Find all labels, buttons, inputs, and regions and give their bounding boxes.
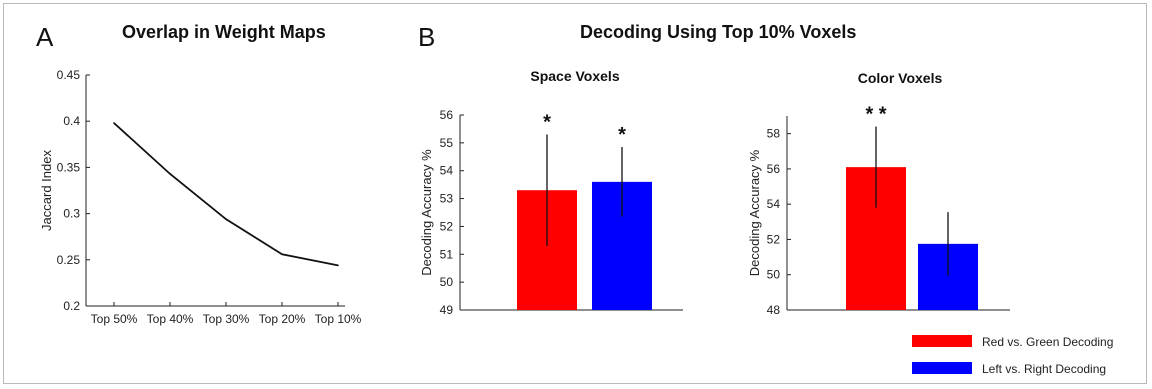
y-axis-label: Jaccard Index (39, 150, 54, 231)
y-tick-label: 48 (767, 303, 781, 317)
y-tick-label: 50 (440, 275, 454, 289)
y-tick-label: 58 (767, 127, 781, 141)
legend: Red vs. Green Decoding Left vs. Right Dec… (912, 335, 1113, 376)
significance-marker: * (618, 124, 626, 146)
y-axis-label: Decoding Accuracy % (747, 149, 762, 276)
panel-a-title: Overlap in Weight Maps (122, 22, 326, 42)
y-tick-label: 0.45 (57, 68, 81, 82)
chart-title: Color Voxels (858, 70, 943, 86)
legend-swatch (912, 335, 972, 347)
chart-title: Space Voxels (530, 68, 619, 84)
line-chart-jaccard: 0.2 0.25 0.3 0.35 0.4 0.45 Top 50% Top 40% Top 3… (39, 68, 362, 326)
figure-frame (3, 3, 1147, 384)
panel-a-letter: A (36, 22, 54, 52)
y-tick-label: 0.4 (63, 114, 80, 128)
y-tick-label: 54 (440, 164, 454, 178)
x-tick-label: Top 40% (147, 312, 194, 326)
y-tick-label: 56 (767, 162, 781, 176)
y-tick-label: 54 (767, 197, 781, 211)
legend-label: Red vs. Green Decoding (982, 335, 1113, 349)
data-point (225, 218, 227, 220)
y-tick-label: 0.2 (63, 299, 80, 313)
data-point (113, 122, 115, 124)
x-tick-label: Top 20% (259, 312, 306, 326)
y-axis-label: Decoding Accuracy % (419, 149, 434, 276)
significance-marker: * * (865, 104, 886, 126)
y-tick-label: 53 (440, 192, 454, 206)
data-point (169, 173, 171, 175)
y-tick-label: 52 (440, 219, 454, 233)
y-tick-label: 51 (440, 247, 454, 261)
y-tick-label: 0.35 (57, 160, 81, 174)
bar-chart-space-voxels: 49 50 51 52 53 54 55 56 * * Space Voxels Decoding A… (419, 68, 683, 317)
x-tick-label: Top 30% (203, 312, 250, 326)
data-point (337, 264, 339, 267)
series-line (113, 122, 339, 267)
y-tick-label: 0.3 (63, 207, 80, 221)
legend-label: Left vs. Right Decoding (982, 362, 1106, 376)
y-tick-label: 49 (440, 303, 454, 317)
y-tick-label: 55 (440, 136, 454, 150)
y-tick-label: 0.25 (57, 253, 81, 267)
panel-b-letter: B (418, 22, 436, 52)
significance-marker: * (543, 112, 551, 134)
y-tick-label: 52 (767, 232, 781, 246)
panel-b-title: Decoding Using Top 10% Voxels (580, 22, 857, 42)
data-point (281, 253, 283, 256)
bar-chart-color-voxels: 48 50 52 54 56 58 * * Color Voxels Decoding Accu… (747, 70, 1010, 317)
x-tick-label: Top 10% (315, 312, 362, 326)
x-tick-label: Top 50% (91, 312, 138, 326)
y-tick-label: 56 (440, 108, 454, 122)
y-tick-label: 50 (767, 268, 781, 282)
legend-swatch (912, 362, 972, 374)
